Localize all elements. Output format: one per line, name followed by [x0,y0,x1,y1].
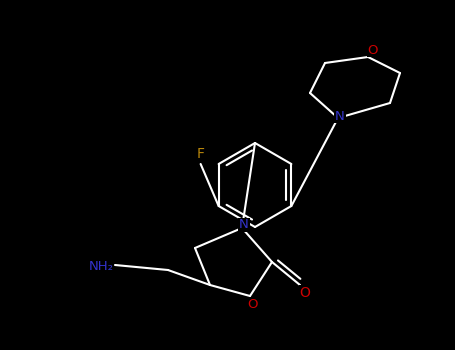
Text: F: F [197,147,205,161]
Text: O: O [299,286,310,300]
Text: O: O [368,43,378,56]
Text: NH₂: NH₂ [89,260,113,273]
Text: O: O [247,298,257,310]
Text: N: N [335,110,345,122]
Text: N: N [239,218,249,231]
